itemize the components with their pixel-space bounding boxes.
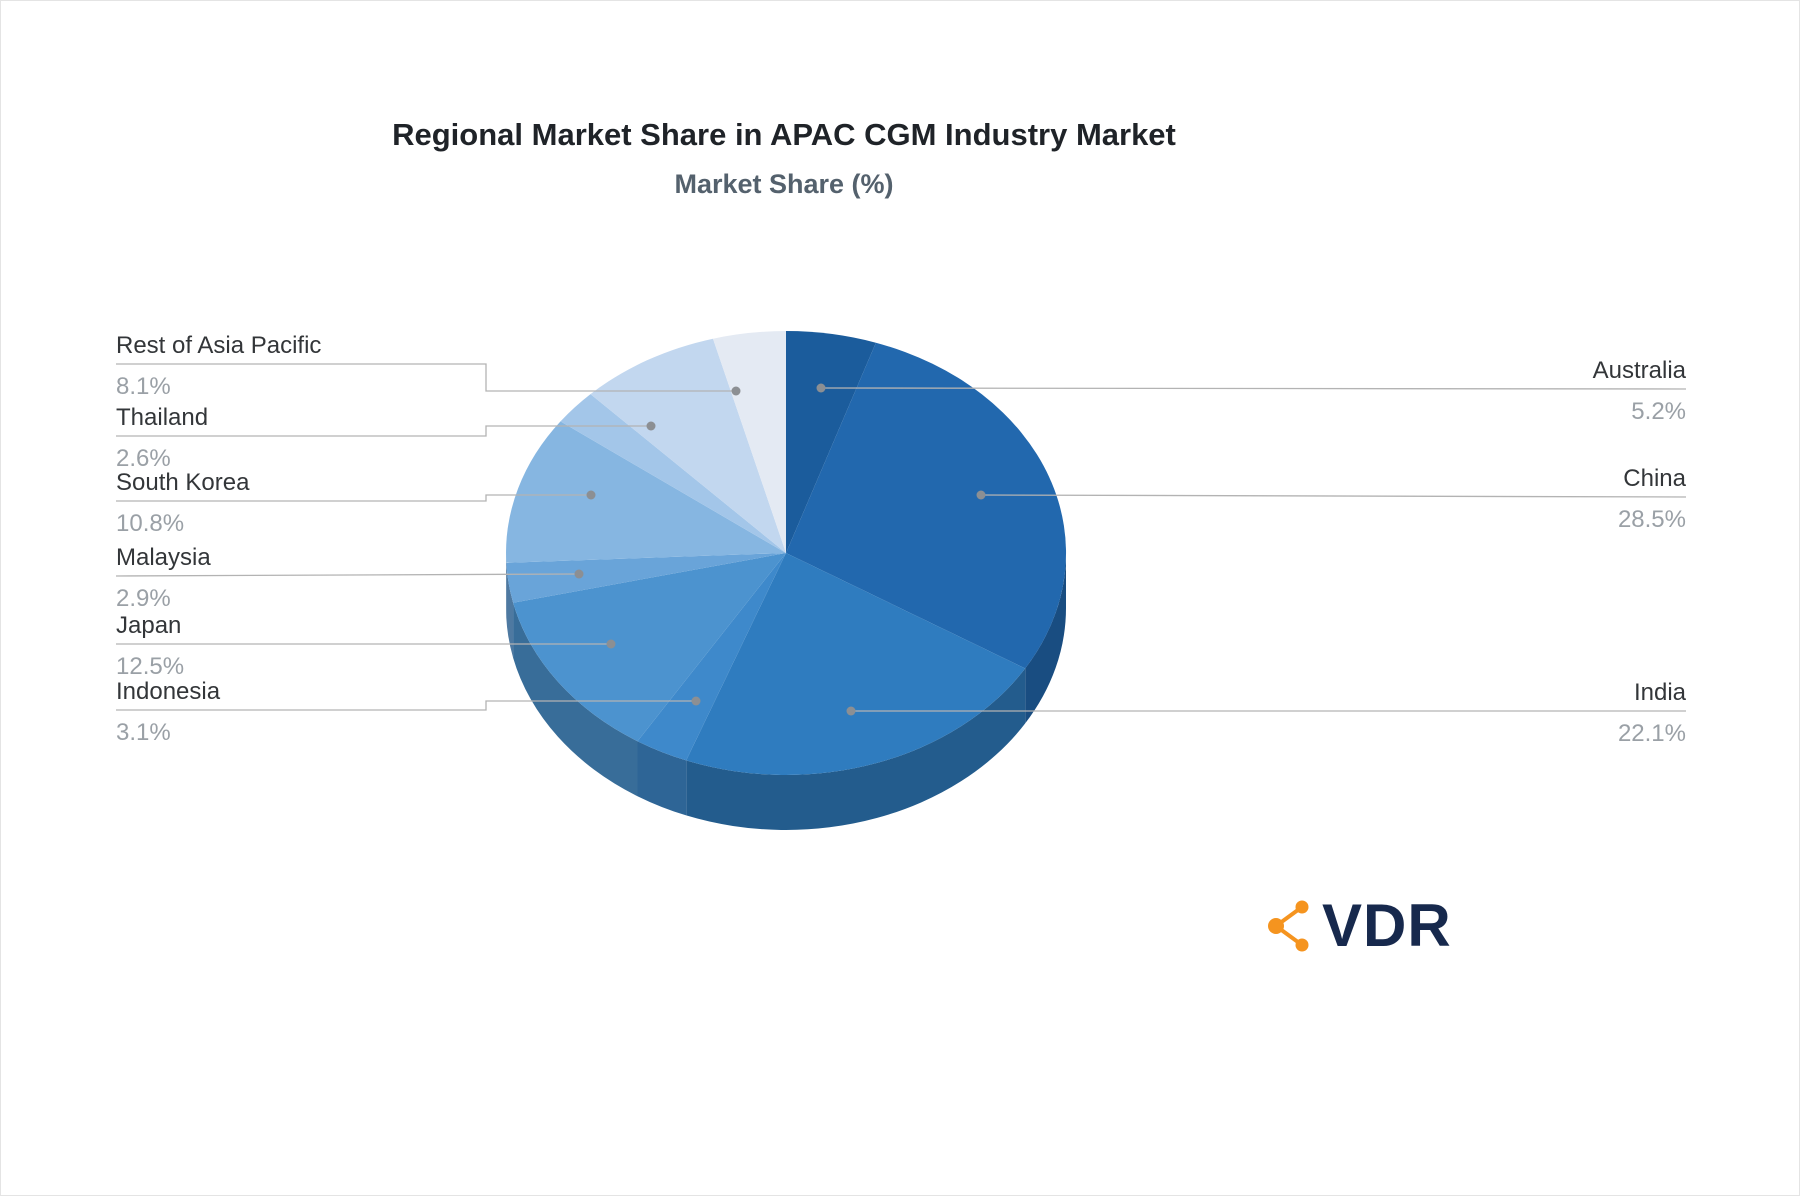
chart-title: Regional Market Share in APAC CGM Indust…: [392, 117, 1176, 152]
pie-slice-thailand: [560, 394, 786, 553]
leader-dot-india: [846, 706, 856, 716]
leader-dot-indonesia: [691, 696, 701, 706]
slice-value-japan: 12.5%: [116, 653, 184, 680]
slice-label-australia: Australia: [1593, 357, 1687, 384]
pie-slice-unlabeled: [713, 331, 786, 553]
pie-slice-side-japan: [513, 602, 638, 797]
leader-dot-china: [976, 490, 986, 500]
vdr-logo-text: VDR: [1322, 892, 1452, 959]
slice-label-india: India: [1634, 679, 1687, 706]
pie-slice-china: [786, 342, 1067, 669]
slice-value-rest-of-asia-pacific: 8.1%: [116, 373, 171, 400]
pie-slice-malaysia: [506, 553, 786, 603]
leader-dot-japan: [606, 639, 616, 649]
slice-value-thailand: 2.6%: [116, 445, 171, 472]
leader-dot-south-korea: [586, 490, 596, 500]
pie-slice-south-korea: [506, 421, 786, 563]
leader-dot-thailand: [646, 421, 656, 431]
pie-slice-japan: [513, 553, 786, 742]
pie-slice-side-malaysia: [506, 562, 514, 658]
slice-label-malaysia: Malaysia: [116, 544, 211, 571]
leader-line-rest-of-asia-pacific: [116, 363, 736, 392]
pie-slice-india: [686, 553, 1026, 775]
pie-slice-rest-of-asia-pacific: [590, 338, 786, 553]
slice-label-thailand: Thailand: [116, 404, 208, 431]
slice-value-south-korea: 10.8%: [116, 510, 184, 537]
slice-value-australia: 5.2%: [1631, 398, 1686, 425]
leader-line-south-korea: [116, 494, 591, 502]
leader-line-indonesia: [116, 700, 696, 711]
slice-value-china: 28.5%: [1618, 506, 1686, 533]
leader-line-china: [980, 494, 1687, 498]
leader-line-thailand: [116, 425, 651, 437]
leader-dot-australia: [816, 383, 826, 393]
chart-subtitle: Market Share (%): [674, 169, 894, 199]
slice-label-rest-of-asia-pacific: Rest of Asia Pacific: [116, 332, 321, 359]
slice-label-indonesia: Indonesia: [116, 678, 221, 705]
slice-value-india: 22.1%: [1618, 720, 1686, 747]
leader-dot-malaysia: [574, 569, 584, 579]
vdr-logo: VDR: [1254, 894, 1452, 958]
pie-slice-side-china: [1025, 553, 1066, 724]
leader-line-malaysia: [115, 573, 580, 577]
slice-value-indonesia: 3.1%: [116, 719, 171, 746]
leader-dot-rest-of-asia-pacific: [731, 386, 741, 396]
pie-slice-side-india: [686, 668, 1026, 830]
slice-value-malaysia: 2.9%: [116, 585, 171, 612]
pie-slice-australia: [786, 330, 876, 553]
slice-label-south-korea: South Korea: [116, 469, 250, 496]
slice-label-china: China: [1623, 465, 1686, 492]
leader-line-australia: [820, 387, 1687, 390]
pie-slice-indonesia: [637, 553, 786, 761]
slice-label-japan: Japan: [116, 612, 181, 639]
pie-slice-side-indonesia: [637, 741, 687, 816]
vdr-logo-icon: [1268, 900, 1309, 952]
